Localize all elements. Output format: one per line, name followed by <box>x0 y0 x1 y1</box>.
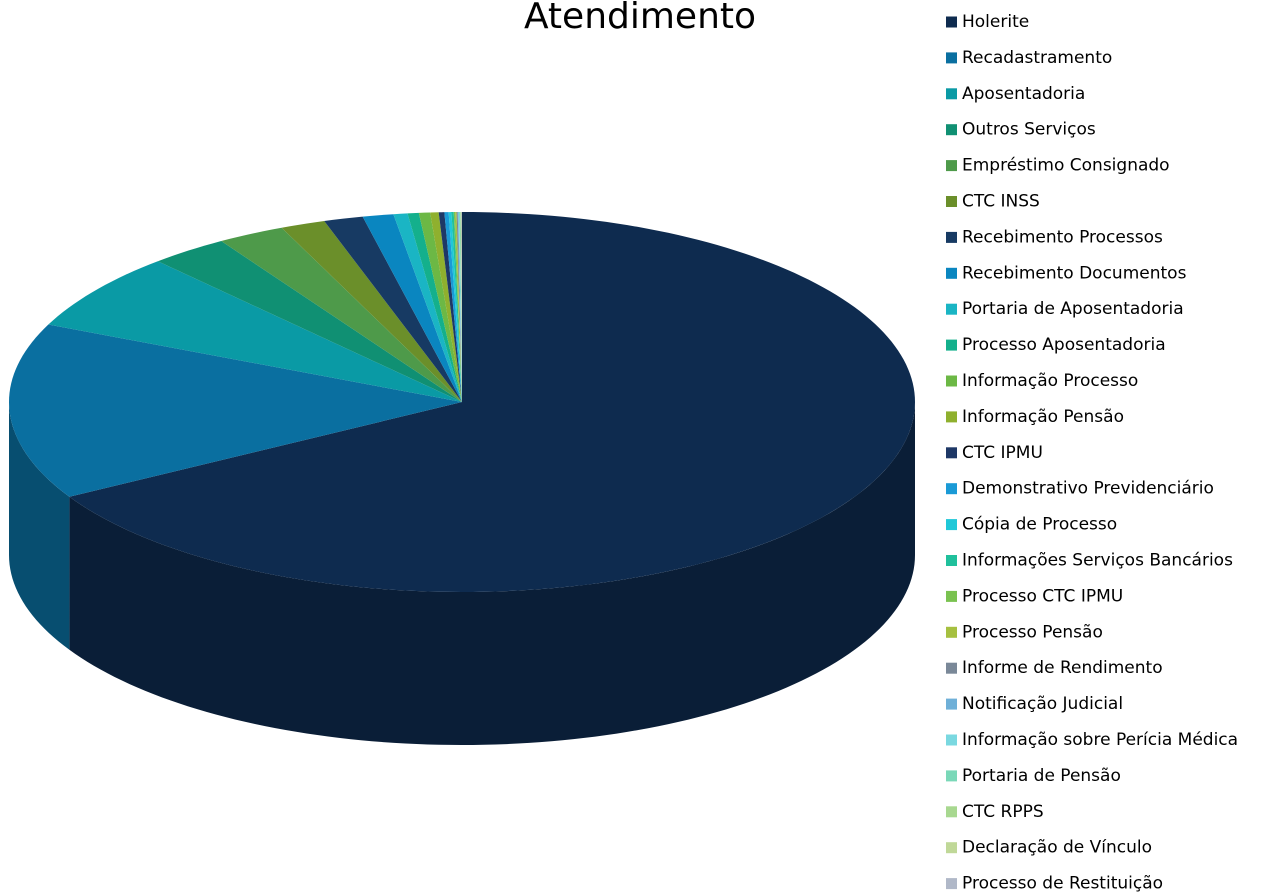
legend-label: Processo CTC IPMU <box>962 586 1123 606</box>
legend-swatch <box>946 160 957 172</box>
legend-label: Informe de Rendimento <box>962 658 1163 678</box>
pie-slice <box>48 261 463 402</box>
legend-label: Aposentadoria <box>962 84 1085 104</box>
pie-slice <box>281 221 462 402</box>
pie-slice <box>458 212 462 402</box>
legend-label: Recadastramento <box>962 48 1112 68</box>
pie-slice <box>418 212 462 402</box>
legend-swatch <box>946 662 957 674</box>
pie-wall <box>69 402 915 745</box>
pie-slice <box>393 213 462 402</box>
legend-swatch <box>946 231 957 243</box>
pie-slice <box>221 227 462 402</box>
pie-slice <box>451 212 462 402</box>
legend-label: Recebimento Documentos <box>962 263 1187 283</box>
legend-swatch <box>946 339 957 351</box>
legend-label: Portaria de Aposentadoria <box>962 299 1184 319</box>
legend-swatch <box>946 483 957 495</box>
pie-slice <box>69 212 915 592</box>
pie-slice <box>455 212 462 402</box>
pie-slice <box>444 212 462 402</box>
legend-label: Recebimento Processos <box>962 227 1163 247</box>
pie-slice <box>453 212 462 402</box>
pie-slice <box>324 216 462 402</box>
legend-swatch <box>946 196 957 207</box>
legend-swatch <box>946 88 957 100</box>
chart-title: Atendimento <box>524 0 756 37</box>
legend-swatch <box>946 303 957 315</box>
legend-label: Informação sobre Perícia Médica <box>962 730 1238 750</box>
legend-label: Informações Serviços Bancários <box>962 551 1233 571</box>
legend-swatch <box>946 267 957 279</box>
pie-slice <box>459 212 462 402</box>
legend-swatch <box>946 555 957 566</box>
legend-swatch <box>946 411 957 423</box>
legend-label: Informação Processo <box>962 371 1138 391</box>
legend-label: CTC IPMU <box>962 443 1043 463</box>
pie-slice <box>438 212 462 402</box>
pie-slice <box>407 212 462 402</box>
pie-slice <box>456 212 462 402</box>
legend-label: Declaração de Vínculo <box>962 838 1152 858</box>
pie-slice <box>430 212 462 402</box>
legend-swatch <box>946 770 957 782</box>
legend-swatch <box>946 375 957 387</box>
pie-slice <box>460 212 462 402</box>
pie-slice <box>457 212 462 402</box>
pie-slice <box>461 212 462 402</box>
legend-label: Processo Pensão <box>962 622 1103 642</box>
legend-label: Holerite <box>962 12 1029 32</box>
legend-swatch <box>946 124 957 136</box>
legend-swatch <box>946 878 957 890</box>
legend-label: Outros Serviços <box>962 120 1096 140</box>
legend-label: Processo Aposentadoria <box>962 335 1166 355</box>
legend-label: Portaria de Pensão <box>962 766 1121 786</box>
pie-slice <box>460 212 462 402</box>
tops <box>9 212 915 592</box>
legend-label: CTC INSS <box>962 192 1040 212</box>
legend-swatch <box>946 16 957 28</box>
walls <box>9 402 915 745</box>
legend-label: Empréstimo Consignado <box>962 156 1170 176</box>
pie-slice <box>9 324 463 497</box>
legend-swatch <box>946 626 957 638</box>
legend-swatch <box>946 590 957 602</box>
legend-swatch <box>946 734 957 746</box>
legend-label: CTC RPPS <box>962 802 1044 822</box>
legend-swatch <box>946 447 957 459</box>
legend-swatch <box>946 842 957 854</box>
legend-swatch <box>946 52 957 64</box>
legend-swatch <box>946 698 957 710</box>
pie-wall <box>9 402 70 650</box>
legend-label: Demonstrativo Previdenciário <box>962 479 1214 499</box>
legend-label: Notificação Judicial <box>962 694 1123 714</box>
legend-label: Processo de Restituição <box>962 874 1163 894</box>
pie-slice <box>157 241 462 402</box>
legend-swatch <box>946 806 957 818</box>
legend-label: Informação Pensão <box>962 407 1124 427</box>
legend-label: Cópia de Processo <box>962 515 1117 535</box>
pie-slice <box>362 214 462 402</box>
pie-slice <box>448 212 462 402</box>
legend-swatch <box>946 519 957 531</box>
